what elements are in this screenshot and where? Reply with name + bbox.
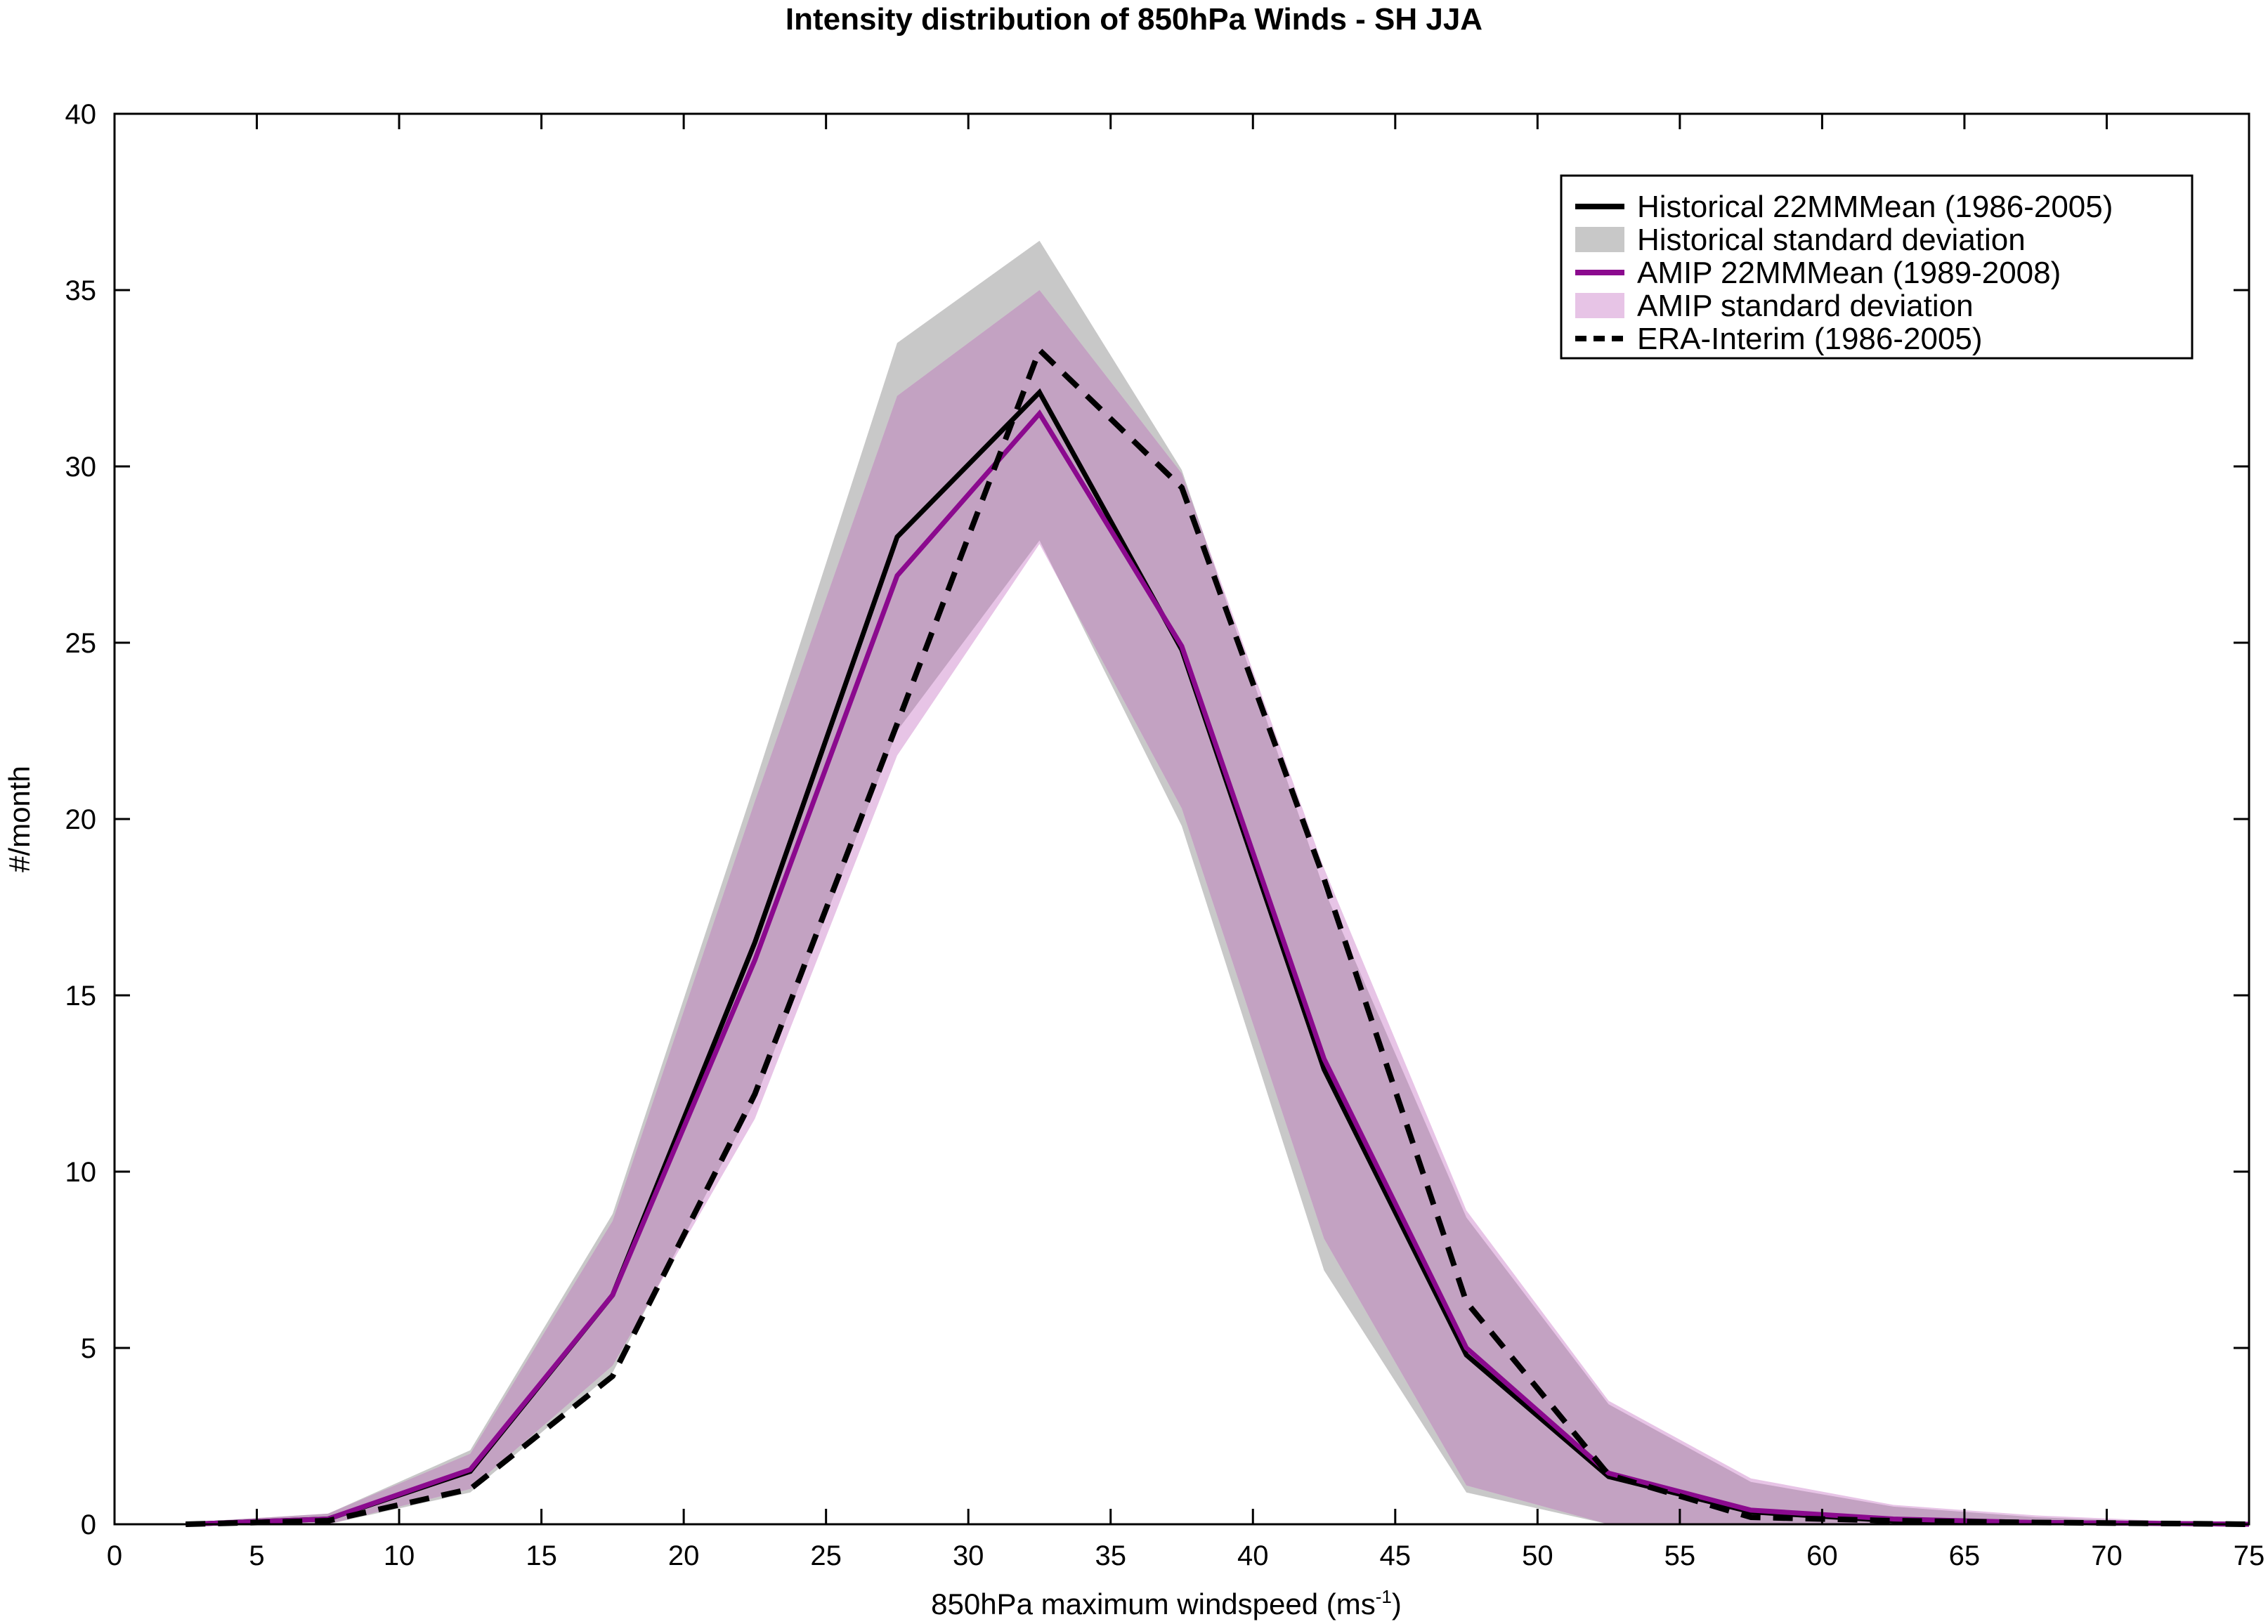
chart-title: Intensity distribution of 850hPa Winds -… [786, 2, 1482, 37]
series-line-0 [185, 388, 2250, 1527]
y-tick-label: 30 [65, 452, 97, 483]
y-axis-label: #/month [3, 766, 36, 872]
x-tick-label: 65 [1949, 1540, 1981, 1571]
x-tick-label: 60 [1806, 1540, 1838, 1571]
y-tick-label: 40 [65, 99, 97, 130]
series-line-4 [185, 345, 2250, 1527]
x-tick-label: 10 [384, 1540, 415, 1571]
legend-label: Historical standard deviation [1637, 223, 2026, 257]
y-tick-label: 20 [65, 804, 97, 835]
legend: Historical 22MMMean (1986-2005)Historica… [1560, 174, 2194, 360]
y-tick-label: 5 [81, 1333, 96, 1364]
legend-label: AMIP 22MMMean (1989-2008) [1637, 256, 2061, 290]
x-tick-label: 70 [2091, 1540, 2123, 1571]
legend-swatch [1575, 227, 1624, 252]
legend-box [1560, 174, 2194, 360]
legend-label: Historical 22MMMean (1986-2005) [1637, 190, 2113, 224]
y-axis: 0 5 10 15 20 25 30 35 40 [65, 99, 2249, 1540]
x-tick-label: 55 [1664, 1540, 1696, 1571]
x-axis: 0 5 10 15 20 25 30 35 40 45 50 55 60 65 70 75 [107, 114, 2264, 1571]
x-tick-label: 20 [668, 1540, 700, 1571]
x-tick-label: 45 [1380, 1540, 1412, 1571]
y-tick-label: 10 [65, 1157, 97, 1188]
x-axis-label: 850hPa maximum windspeed (ms-1) [931, 1586, 1402, 1620]
x-tick-label: 35 [1095, 1540, 1126, 1571]
x-tick-label: 25 [810, 1540, 842, 1571]
y-tick-label: 15 [65, 981, 97, 1011]
x-tick-label: 50 [1522, 1540, 1553, 1571]
y-tick-label: 25 [65, 628, 97, 659]
y-tick-label: 0 [81, 1510, 96, 1540]
x-tick-label: 75 [2234, 1540, 2265, 1571]
x-tick-label: 5 [249, 1540, 264, 1571]
y-tick-label: 35 [65, 275, 97, 306]
x-tick-label: 40 [1237, 1540, 1269, 1571]
std-dev-bands [185, 240, 2249, 1525]
x-tick-label: 0 [107, 1540, 122, 1571]
legend-label: AMIP standard deviation [1637, 289, 1974, 323]
x-tick-label: 15 [526, 1540, 557, 1571]
legend-label: ERA-Interim (1986-2005) [1637, 322, 1983, 356]
legend-swatch [1575, 293, 1624, 318]
x-tick-label: 30 [953, 1540, 984, 1571]
x-axis-label-superscript: -1 [1376, 1586, 1392, 1607]
band-overlap [185, 290, 2249, 1524]
